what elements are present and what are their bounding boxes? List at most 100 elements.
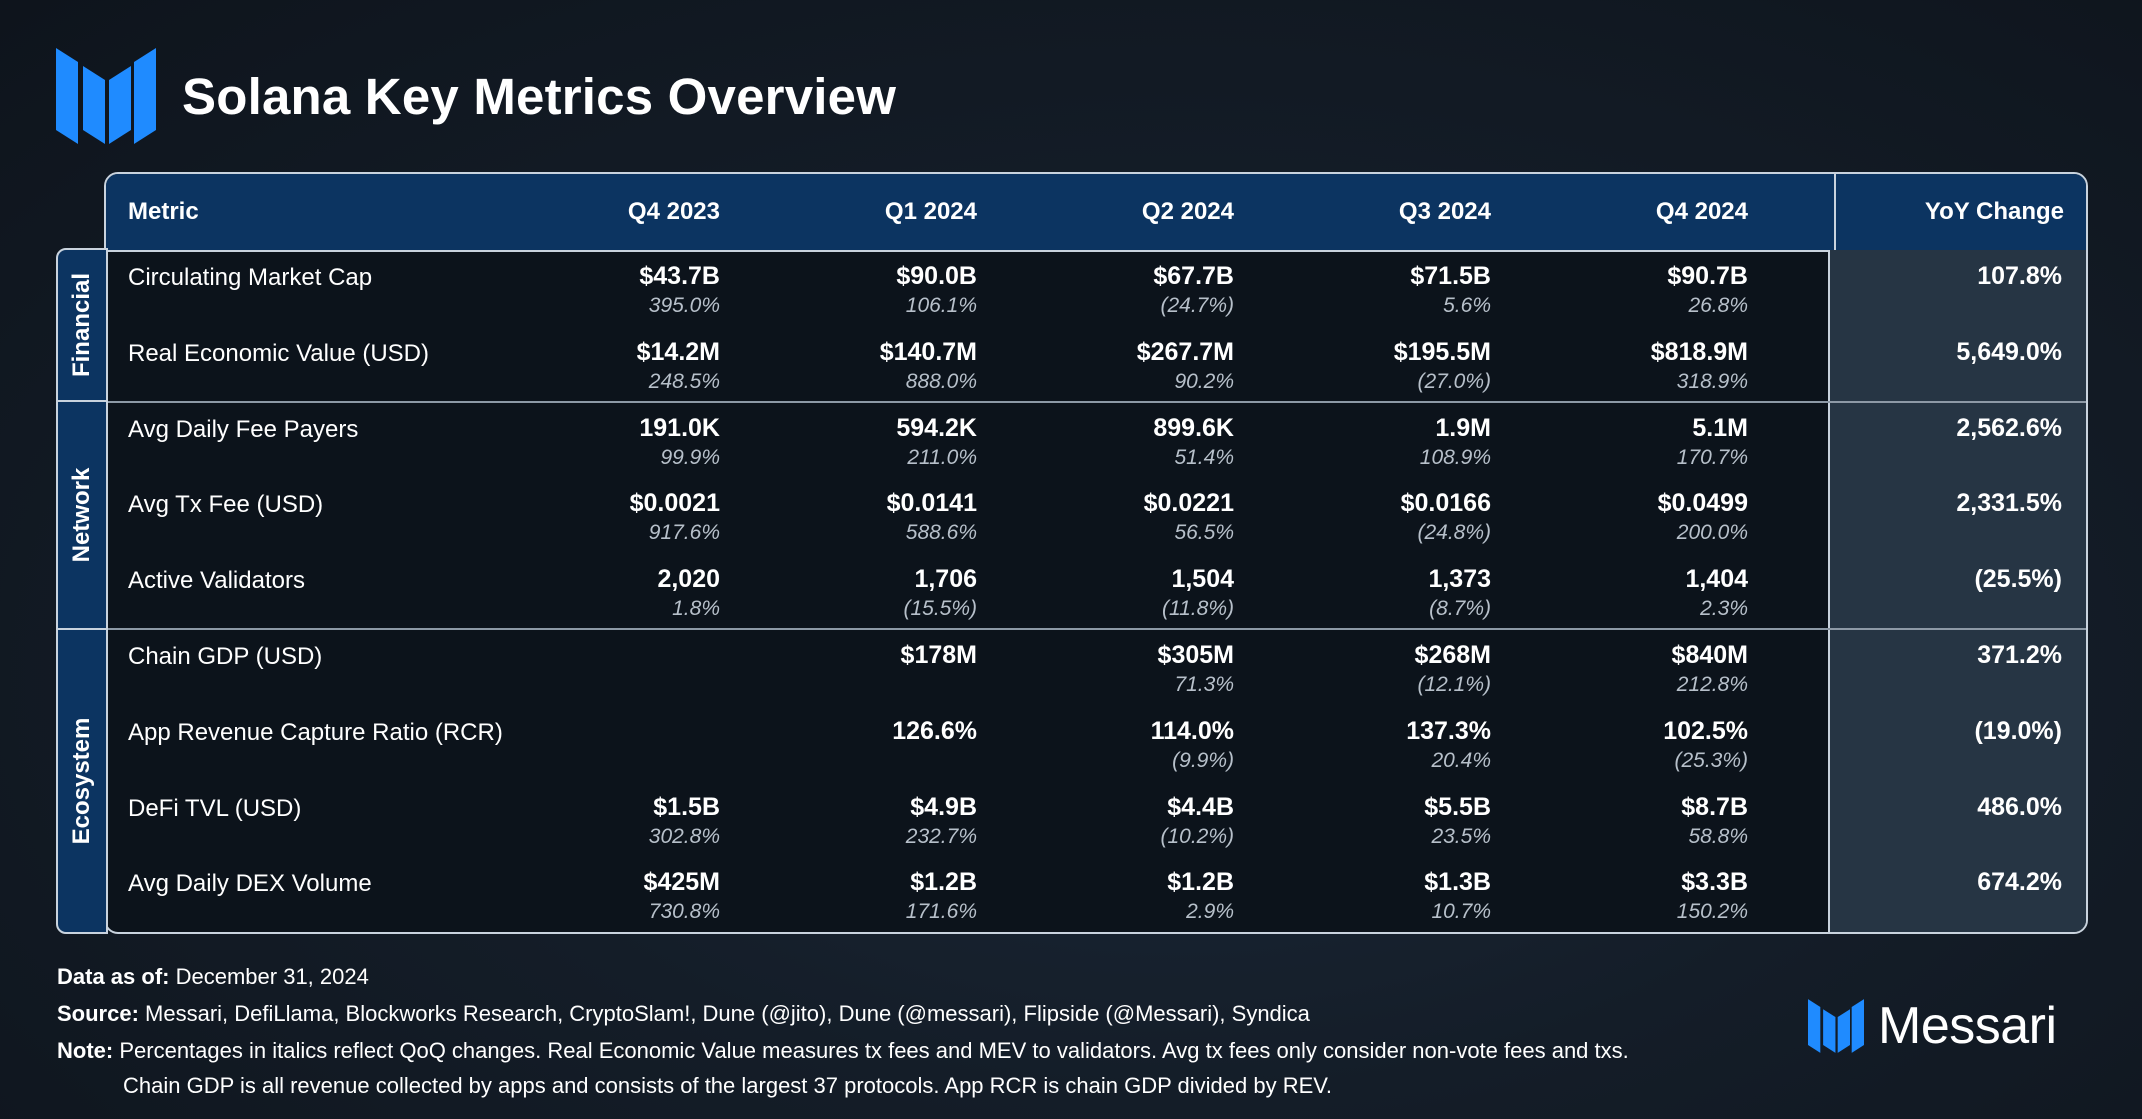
yoy-value: 486.0% <box>1977 792 2062 821</box>
qoq-change: (25.3%) <box>1674 748 1748 772</box>
metric-value: $1.3B <box>1424 868 1491 897</box>
metric-value: $818.9M <box>1650 337 1748 366</box>
yoy-value: 674.2% <box>1977 868 2062 897</box>
qoq-change: 23.5% <box>1431 824 1491 848</box>
header-yoy-change: YoY Change <box>1924 198 2064 225</box>
metric-value: $3.3B <box>1681 868 1748 897</box>
qoq-change: 5.6% <box>1443 294 1491 317</box>
metric-value: $268M <box>1414 641 1491 669</box>
table-row: Avg Daily Fee Payers 191.0K 99.9% 594.2K 211… <box>106 402 2086 478</box>
qoq-change: 108.9% <box>1419 445 1491 469</box>
qoq-change: (12.1%) <box>1417 673 1491 696</box>
qoq-change: 2.9% <box>1186 900 1234 924</box>
yoy-value: 371.2% <box>1977 641 2062 669</box>
qoq-change: 318.9% <box>1676 369 1748 393</box>
qoq-change: 51.4% <box>1174 445 1234 469</box>
metric-value: 126.6% <box>892 716 977 745</box>
qoq-change: 212.8% <box>1676 673 1748 696</box>
metric-value: $0.0221 <box>1143 489 1234 518</box>
qoq-change: (27.0%) <box>1417 369 1491 393</box>
brand-mark: Messari <box>1808 996 2057 1056</box>
metric-name: Real Economic Value (USD) <box>128 339 429 367</box>
qoq-change: 20.4% <box>1431 748 1491 772</box>
metric-value: $0.0166 <box>1400 489 1491 518</box>
messari-small-logo-icon <box>1808 999 1864 1053</box>
metric-value: $0.0141 <box>886 489 977 518</box>
qoq-change: 200.0% <box>1676 521 1748 545</box>
header-q3-2024: Q3 2024 <box>1398 198 1491 225</box>
metric-value: $5.5B <box>1424 792 1491 821</box>
qoq-change: (24.8%) <box>1417 521 1491 545</box>
page-title: Solana Key Metrics Overview <box>182 67 897 125</box>
metric-name: App Revenue Capture Ratio (RCR) <box>128 718 503 746</box>
qoq-change: 395.0% <box>648 294 720 317</box>
metric-name: Avg Tx Fee (USD) <box>128 491 324 519</box>
qoq-change: 99.9% <box>660 445 720 469</box>
yoy-column-band <box>1828 250 2086 932</box>
metric-value: 2,020 <box>657 565 720 594</box>
metric-value: $90.7B <box>1667 262 1748 290</box>
qoq-change: 170.7% <box>1676 445 1748 469</box>
metric-name: DeFi TVL (USD) <box>128 794 302 822</box>
yoy-value: 107.8% <box>1977 262 2062 290</box>
qoq-change: 888.0% <box>905 369 977 393</box>
metric-value: $195.5M <box>1393 337 1491 366</box>
metric-value: $0.0499 <box>1657 489 1748 518</box>
metric-value: $840M <box>1671 641 1748 669</box>
header-q2-2024: Q2 2024 <box>1141 198 1234 225</box>
metric-name: Chain GDP (USD) <box>128 643 323 670</box>
qoq-change: 56.5% <box>1174 521 1234 545</box>
yoy-value: 2,331.5% <box>1956 489 2062 518</box>
qoq-change: 588.6% <box>905 521 977 545</box>
yoy-value: 2,562.6% <box>1956 413 2062 442</box>
metric-name: Circulating Market Cap <box>128 264 373 291</box>
qoq-change: 1.8% <box>672 597 720 621</box>
qoq-change: (9.9%) <box>1172 748 1234 772</box>
metric-name: Active Validators <box>128 567 305 595</box>
header-q4-2023: Q4 2023 <box>627 198 720 225</box>
yoy-value: 5,649.0% <box>1956 337 2062 366</box>
qoq-change: 26.8% <box>1688 294 1748 317</box>
metric-value: $267.7M <box>1136 337 1234 366</box>
qoq-change: 917.6% <box>648 521 720 545</box>
qoq-change: 90.2% <box>1174 369 1234 393</box>
metric-value: 1,504 <box>1171 565 1234 594</box>
metric-value: $71.5B <box>1410 262 1491 290</box>
header-divider <box>1834 174 1836 250</box>
metric-value: $43.7B <box>639 262 720 290</box>
header-q1-2024: Q1 2024 <box>884 198 977 225</box>
group-label-ecosystem: Ecosystem <box>56 628 108 934</box>
metric-value: $0.0021 <box>629 489 720 518</box>
metric-value: $4.9B <box>910 792 977 821</box>
qoq-change: 2.3% <box>1700 597 1748 621</box>
metric-value: 594.2K <box>896 413 977 442</box>
table-row: Chain GDP (USD) $178M $305M 71.3% $268M (12.1… <box>106 629 2086 705</box>
metric-value: 899.6K <box>1153 413 1234 442</box>
metric-value: 1,373 <box>1428 565 1491 594</box>
source-line: Source: Messari, DefiLlama, Blockworks R… <box>57 1001 1310 1026</box>
metric-value: 5.1M <box>1692 413 1748 442</box>
metric-value: $1.2B <box>1167 868 1234 897</box>
group-separator <box>106 628 2086 630</box>
qoq-change: 730.8% <box>648 900 720 924</box>
metric-value: $178M <box>900 641 977 669</box>
messari-logo-icon <box>56 48 156 144</box>
group-separator <box>106 400 2086 403</box>
metric-value: 1,404 <box>1685 565 1748 594</box>
table-row: Real Economic Value (USD) $14.2M 248.5% $14… <box>106 326 2086 402</box>
metric-value: 137.3% <box>1406 716 1491 745</box>
metric-value: $140.7M <box>879 337 977 366</box>
metric-value: $1.5B <box>653 792 720 821</box>
metric-value: $90.0B <box>896 262 977 290</box>
metric-value: $67.7B <box>1153 262 1234 290</box>
qoq-change: 232.7% <box>905 824 977 848</box>
qoq-change: 150.2% <box>1676 900 1748 924</box>
qoq-change: 248.5% <box>648 369 720 393</box>
metric-value: $305M <box>1157 641 1234 669</box>
table-header: Metric Q4 2023 Q1 2024 Q2 2024 Q3 2024 Q… <box>106 174 2086 252</box>
qoq-change: 10.7% <box>1431 900 1491 924</box>
header-q4-2024: Q4 2024 <box>1655 198 1748 225</box>
note-line: Note: Percentages in italics reflect QoQ… <box>57 1038 1629 1063</box>
qoq-change: 302.8% <box>648 824 720 848</box>
metric-value: 191.0K <box>639 413 720 442</box>
